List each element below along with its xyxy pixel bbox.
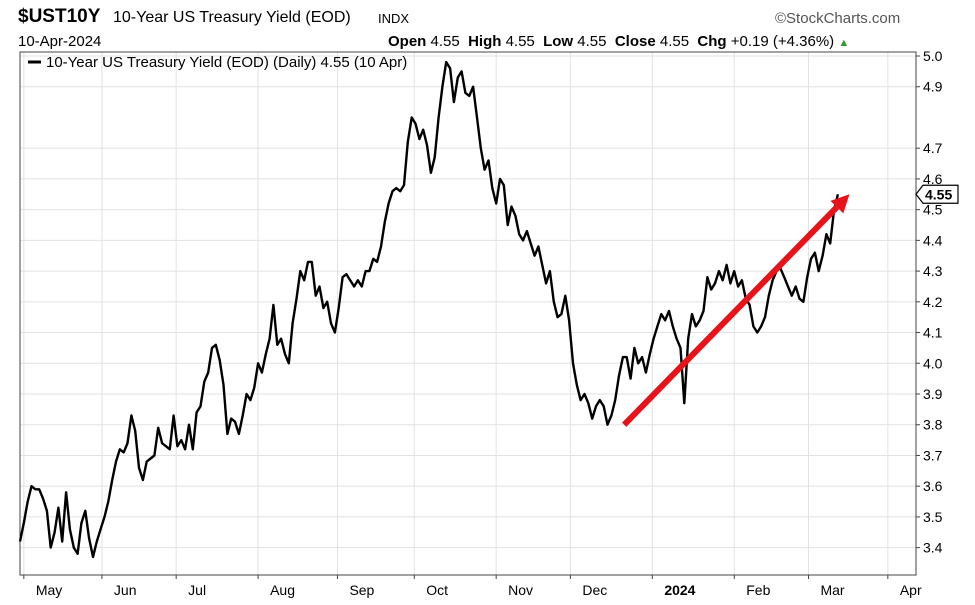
x-tick-label: Jul xyxy=(188,582,206,598)
y-tick-label: 4.2 xyxy=(923,294,943,310)
x-tick-label: Mar xyxy=(820,582,844,598)
source-credit: ©StockCharts.com xyxy=(775,10,901,27)
close-label: Close xyxy=(614,33,656,50)
grid-lines xyxy=(20,52,916,575)
y-tick-label: 4.6 xyxy=(923,171,943,187)
open-value: 4.55 xyxy=(430,33,460,50)
y-tick-label: 4.9 xyxy=(923,79,943,95)
plot-frame xyxy=(19,51,917,576)
x-tick-label: Oct xyxy=(426,582,448,598)
high-value: 4.55 xyxy=(505,33,535,50)
last-value-tag: 4.55 xyxy=(915,184,959,204)
trend-arrow-head xyxy=(830,194,850,214)
y-tick-label: 5.0 xyxy=(923,48,943,64)
series-line xyxy=(18,60,840,559)
low-value: 4.55 xyxy=(577,33,607,50)
x-axis: May Jun Jul Aug Sep Oct Nov Dec 2024 Feb Mar Apr xyxy=(23,575,922,598)
x-tick-label: 2024 xyxy=(664,582,695,598)
x-tick-label: Aug xyxy=(270,582,295,598)
x-tick-label: Sep xyxy=(349,582,374,598)
x-tick-label: Apr xyxy=(900,582,922,598)
y-tick-label: 3.9 xyxy=(923,386,943,402)
last-value-box xyxy=(915,184,959,204)
y-tick-label: 4.5 xyxy=(923,202,943,218)
y-tick-label: 3.5 xyxy=(923,509,943,525)
y-tick-label: 3.8 xyxy=(923,417,943,433)
y-tick-label: 3.4 xyxy=(923,540,943,556)
y-tick-label: 3.6 xyxy=(923,478,943,494)
annotations xyxy=(622,194,850,427)
y-tick-label: 4.4 xyxy=(923,232,943,248)
trend-arrow-shaft xyxy=(622,205,840,427)
x-tick-label: May xyxy=(36,582,62,598)
quote-date: 10-Apr-2024 xyxy=(18,33,102,50)
y-tick-label: 4.3 xyxy=(923,263,943,279)
x-tick-label: Nov xyxy=(508,582,533,598)
x-tick-label: Feb xyxy=(746,582,770,598)
low-label: Low xyxy=(543,33,574,50)
up-arrow-icon: ▲ xyxy=(838,37,850,49)
y-tick-label: 4.7 xyxy=(923,140,943,156)
chg-label: Chg xyxy=(697,33,727,50)
x-tick-label: Jun xyxy=(114,582,137,598)
high-label: High xyxy=(468,33,502,50)
legend-label: 10-Year US Treasury Yield (EOD) (Daily) … xyxy=(46,54,407,71)
last-value-label: 4.55 xyxy=(925,186,952,202)
y-tick-label: 3.7 xyxy=(923,447,943,463)
y-axis: 5.0 4.9 4.7 4.6 4.5 4.4 4.3 4.2 4.1 4.0 3.9 3.8 3.7 3… xyxy=(916,48,943,556)
y-tick-label: 4.0 xyxy=(923,355,943,371)
ohlc-readout: Open 4.55 High 4.55 Low 4.55 Close 4.55 … xyxy=(388,33,849,50)
ticker-symbol: $UST10Y xyxy=(18,6,101,27)
exchange-label: INDX xyxy=(378,11,410,26)
open-label: Open xyxy=(388,33,427,50)
chg-value: +0.19 (+4.36%) xyxy=(730,33,835,50)
x-tick-label: Dec xyxy=(582,582,607,598)
y-tick-label: 4.1 xyxy=(923,325,943,341)
legend: 10-Year US Treasury Yield (EOD) (Daily) … xyxy=(28,54,407,71)
instrument-name: 10-Year US Treasury Yield (EOD) xyxy=(113,9,351,26)
close-value: 4.55 xyxy=(659,33,690,50)
